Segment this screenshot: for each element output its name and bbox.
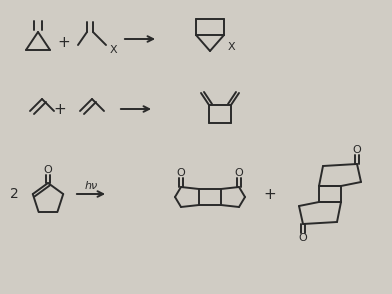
Text: O: O — [299, 233, 307, 243]
Text: O: O — [235, 168, 243, 178]
Text: +: + — [264, 186, 276, 201]
Text: +: + — [54, 101, 66, 116]
Text: O: O — [177, 168, 185, 178]
Text: +: + — [58, 34, 71, 49]
Text: O: O — [44, 165, 53, 175]
Text: X: X — [228, 42, 236, 52]
Text: 2: 2 — [10, 187, 19, 201]
Text: hν: hν — [84, 181, 98, 191]
Text: O: O — [353, 145, 361, 155]
Text: X: X — [110, 45, 118, 55]
